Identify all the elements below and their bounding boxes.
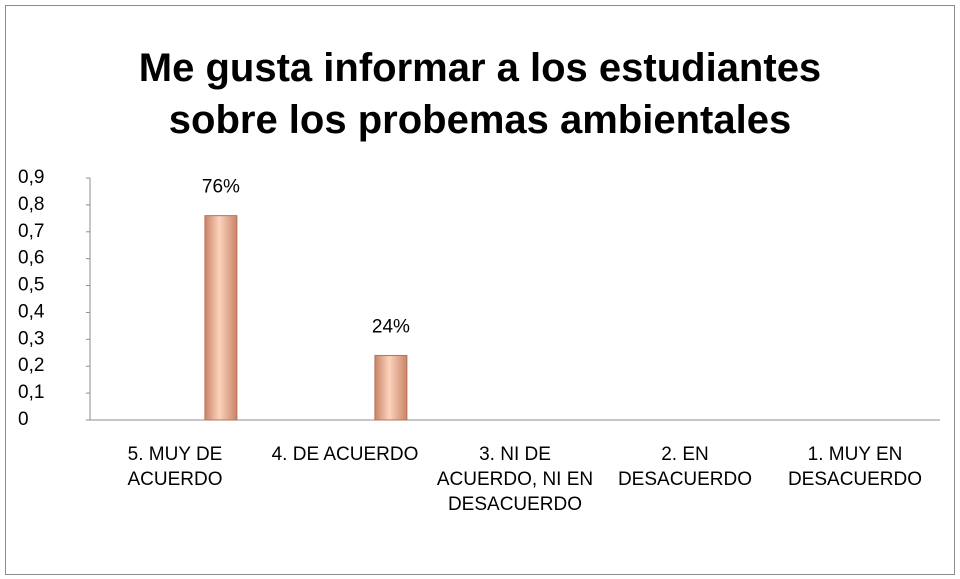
y-tick-label: 0	[18, 409, 29, 430]
y-tick-label: 0,8	[18, 194, 44, 215]
x-tick-label: 3. NI DE ACUERDO, NI EN DESACUERDO	[436, 444, 594, 515]
chart-frame	[5, 5, 955, 575]
y-tick-label: 0,7	[18, 221, 44, 242]
y-tick-label: 0,6	[18, 248, 44, 269]
y-tick-label: 0,9	[18, 167, 44, 188]
chart-title: Me gusta informar a los estudiantes sobr…	[138, 46, 822, 142]
x-tick-label: 1. MUY EN DESACUERDO	[787, 444, 923, 490]
y-tick-label: 0,3	[18, 328, 44, 349]
y-tick-label: 0,5	[18, 275, 44, 296]
value-label: 76%	[202, 177, 240, 198]
value-label: 24%	[372, 316, 410, 337]
y-tick-label: 0,4	[18, 301, 45, 322]
y-tick-label: 0,1	[18, 382, 44, 403]
x-tick-label: 2. EN DESACUERDO	[617, 444, 753, 490]
y-tick-label: 0,2	[18, 355, 44, 376]
bar	[374, 354, 408, 421]
x-tick-label: 4. DE ACUERDO	[271, 444, 419, 465]
bar	[204, 215, 238, 421]
x-tick-label: 5. MUY DE ACUERDO	[127, 444, 223, 490]
